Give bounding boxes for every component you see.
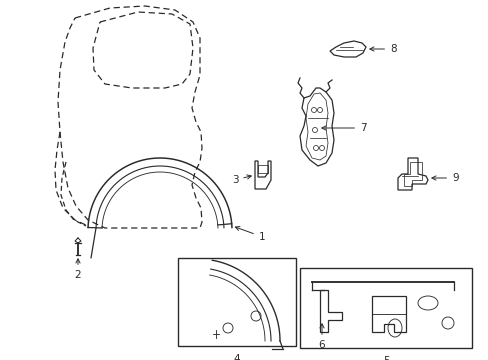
Text: 9: 9 [431, 173, 458, 183]
Text: 8: 8 [369, 44, 396, 54]
Text: 6: 6 [318, 324, 325, 350]
Bar [299, 268, 471, 348]
Text: 4: 4 [233, 354, 240, 360]
Text: 7: 7 [321, 123, 366, 133]
Text: 3: 3 [231, 175, 251, 185]
Text: 5: 5 [382, 356, 388, 360]
Bar [178, 258, 295, 346]
Text: 2: 2 [75, 259, 81, 280]
Text: 1: 1 [235, 226, 265, 242]
